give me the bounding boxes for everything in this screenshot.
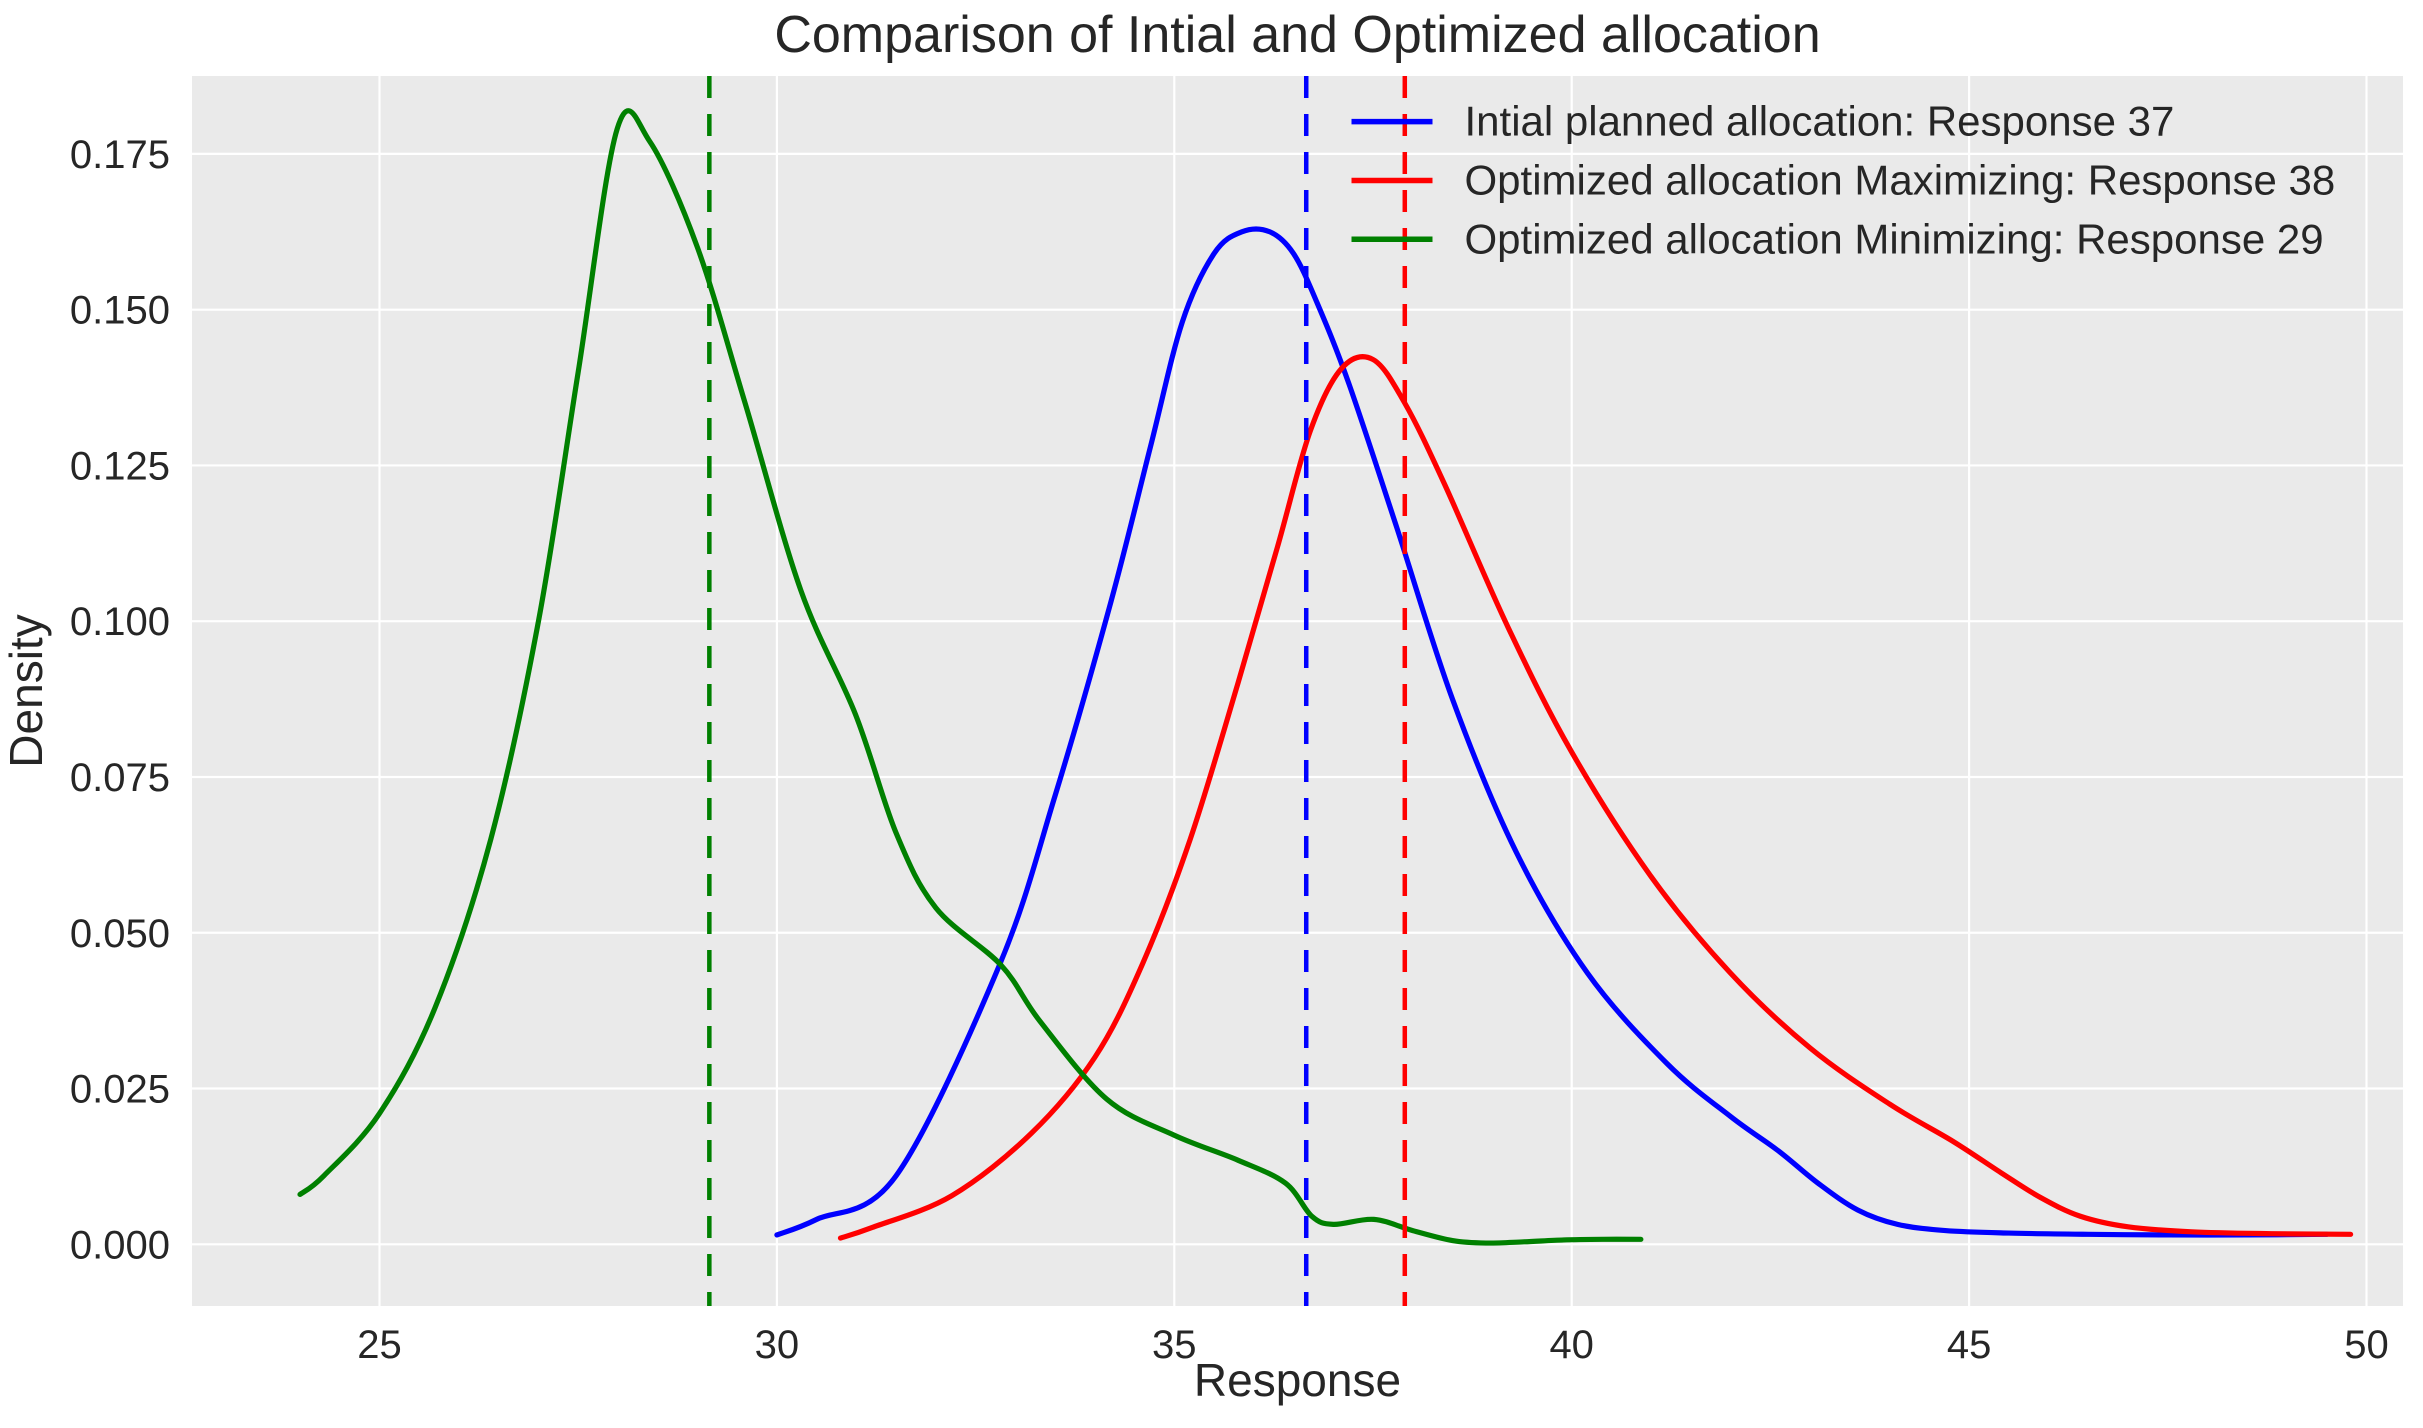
svg-text:0.075: 0.075 [70, 756, 170, 800]
svg-text:0.150: 0.150 [70, 289, 170, 333]
svg-text:Comparison of Intial and Optim: Comparison of Intial and Optimized alloc… [774, 6, 1820, 64]
svg-text:0.050: 0.050 [70, 912, 170, 956]
svg-text:0.100: 0.100 [70, 600, 170, 644]
svg-text:Intial planned allocation: Res: Intial planned allocation: Response 37 [1465, 98, 2175, 145]
svg-text:35: 35 [1152, 1323, 1197, 1367]
svg-text:30: 30 [755, 1323, 800, 1367]
svg-text:50: 50 [2344, 1323, 2389, 1367]
svg-text:Optimized allocation Maximizin: Optimized allocation Maximizing: Respons… [1465, 156, 2336, 203]
svg-text:0.025: 0.025 [70, 1068, 170, 1112]
svg-text:0.175: 0.175 [70, 133, 170, 177]
svg-text:Optimized allocation Minimizin: Optimized allocation Minimizing: Respons… [1465, 215, 2324, 262]
svg-text:Density: Density [0, 614, 52, 767]
svg-text:40: 40 [1549, 1323, 1594, 1367]
svg-text:0.125: 0.125 [70, 444, 170, 488]
svg-text:Response: Response [1194, 1354, 1401, 1406]
svg-text:0.000: 0.000 [70, 1223, 170, 1267]
svg-text:45: 45 [1947, 1323, 1992, 1367]
svg-text:25: 25 [357, 1323, 402, 1367]
